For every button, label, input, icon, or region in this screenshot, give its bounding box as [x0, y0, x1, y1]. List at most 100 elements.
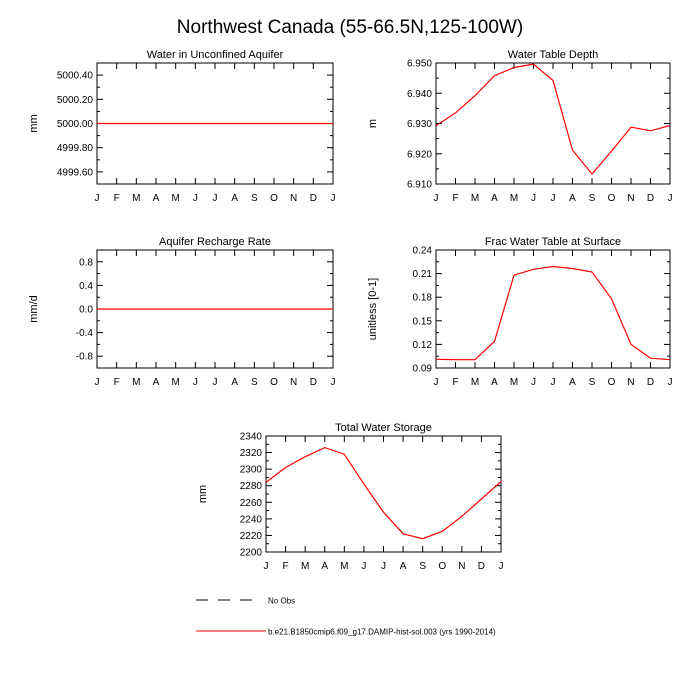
y-tick-label: 4999.60	[57, 167, 94, 178]
panel-title: Frac Water Table at Surface	[485, 236, 621, 248]
y-tick-label: 0.09	[413, 364, 433, 375]
x-tick-label: J	[361, 561, 366, 572]
y-tick-label: 4999.80	[57, 143, 94, 154]
x-tick-label: J	[668, 377, 673, 388]
x-tick-label: M	[132, 193, 140, 204]
x-tick-label: A	[491, 193, 498, 204]
series-line	[435, 63, 671, 175]
panel-title: Total Water Storage	[335, 422, 432, 434]
x-tick-label: J	[193, 193, 198, 204]
y-axis-label: mm/d	[28, 295, 40, 323]
x-tick-label: O	[438, 561, 446, 572]
legend-label-model: b.e21.B1850cmip6.f09_g17.DAMIP-hist-sol.…	[268, 628, 496, 637]
x-tick-label: J	[213, 377, 218, 388]
x-tick-label: S	[589, 193, 596, 204]
x-tick-label: J	[531, 377, 536, 388]
y-tick-label: 2300	[240, 465, 263, 476]
x-tick-label: O	[270, 377, 278, 388]
x-tick-label: O	[608, 377, 616, 388]
panel-title: Aquifer Recharge Rate	[159, 236, 271, 248]
x-tick-label: M	[471, 377, 479, 388]
y-axis-label: m	[367, 119, 379, 128]
y-tick-label: 6.920	[407, 149, 432, 160]
y-tick-label: 0.12	[413, 340, 433, 351]
x-tick-label: N	[458, 561, 465, 572]
y-tick-label: 6.910	[407, 180, 432, 191]
x-tick-label: J	[213, 193, 218, 204]
x-tick-label: J	[331, 377, 336, 388]
y-tick-label: 0.21	[413, 269, 433, 280]
x-tick-label: F	[114, 377, 120, 388]
x-tick-label: D	[478, 561, 485, 572]
y-tick-label: 5000.40	[57, 71, 94, 82]
legend-label-no-obs: No Obs	[268, 597, 295, 606]
x-tick-label: J	[531, 193, 536, 204]
x-tick-label: A	[491, 377, 498, 388]
x-tick-label: N	[627, 193, 634, 204]
x-tick-label: F	[452, 377, 458, 388]
y-tick-label: 2260	[240, 498, 263, 509]
x-tick-label: A	[153, 193, 160, 204]
x-tick-label: A	[569, 377, 576, 388]
panel-frac-water-table-at-surface: Frac Water Table at Surface J F M A M J J A S O N D J…	[367, 236, 673, 388]
x-tick-label: D	[310, 193, 317, 204]
panel-title: Water Table Depth	[508, 49, 599, 61]
x-tick-label: O	[608, 193, 616, 204]
x-tick-label: M	[132, 377, 140, 388]
x-tick-label: A	[569, 193, 576, 204]
series-line	[265, 446, 502, 540]
x-tick-label: J	[434, 377, 439, 388]
legend: No Obs b.e21.B1850cmip6.f09_g17.DAMIP-hi…	[196, 597, 496, 637]
x-tick-label: N	[627, 377, 634, 388]
series-line	[435, 265, 671, 361]
x-tick-label: M	[340, 561, 348, 572]
x-tick-label: S	[251, 193, 258, 204]
y-tick-label: 2320	[240, 448, 263, 459]
y-tick-label: 5000.20	[57, 95, 94, 106]
x-tick-label: N	[290, 377, 297, 388]
x-tick-label: A	[231, 193, 238, 204]
y-tick-label: 0.18	[413, 293, 433, 304]
x-tick-label: J	[95, 193, 100, 204]
y-axis-label: unitless [0-1]	[367, 278, 379, 340]
y-tick-label: 6.940	[407, 89, 432, 100]
y-tick-label: 2220	[240, 531, 263, 542]
x-tick-label: S	[589, 377, 596, 388]
x-tick-label: M	[171, 193, 179, 204]
x-tick-label: M	[171, 377, 179, 388]
figure-title: Northwest Canada (55-66.5N,125-100W)	[177, 17, 523, 38]
x-tick-label: J	[668, 193, 673, 204]
x-tick-label: A	[153, 377, 160, 388]
y-tick-label: 2340	[240, 432, 263, 443]
x-tick-label: J	[434, 193, 439, 204]
y-axis-label: mm	[197, 485, 209, 503]
x-tick-label: A	[231, 377, 238, 388]
x-tick-label: J	[381, 561, 386, 572]
x-tick-label: D	[647, 377, 654, 388]
x-tick-label: J	[551, 377, 556, 388]
plot-frame	[265, 435, 502, 553]
x-tick-label: J	[499, 561, 504, 572]
x-tick-label: J	[95, 377, 100, 388]
x-tick-label: J	[551, 193, 556, 204]
x-tick-label: J	[193, 377, 198, 388]
x-tick-label: F	[114, 193, 120, 204]
y-tick-label: 2200	[240, 548, 263, 559]
x-tick-label: M	[510, 377, 518, 388]
y-axis-label: mm	[28, 114, 40, 132]
y-tick-label: 0.0	[79, 305, 93, 316]
x-tick-label: F	[283, 561, 289, 572]
x-tick-label: M	[510, 193, 518, 204]
x-tick-label: S	[251, 377, 258, 388]
x-tick-label: D	[310, 377, 317, 388]
y-tick-label: 6.930	[407, 119, 432, 130]
y-tick-label: 6.950	[407, 59, 432, 70]
x-tick-label: A	[400, 561, 407, 572]
y-tick-label: -0.4	[76, 328, 94, 339]
y-tick-label: 0.24	[413, 246, 433, 257]
y-tick-label: -0.8	[76, 352, 94, 363]
